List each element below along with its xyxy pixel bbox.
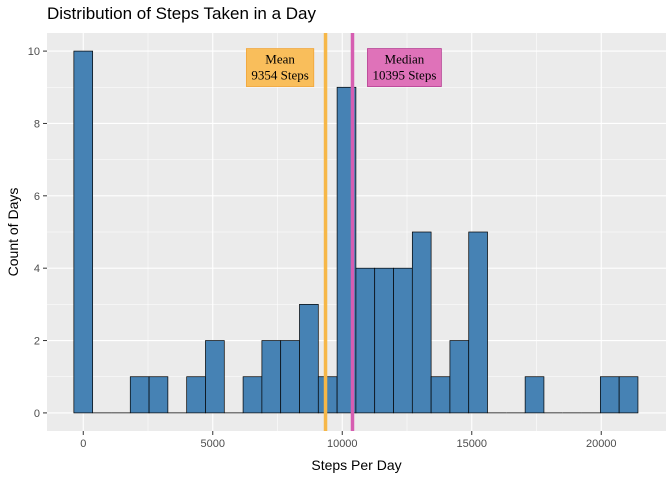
- mean-annotation-value: 9354 Steps: [251, 68, 308, 83]
- x-tick-label: 0: [80, 438, 86, 450]
- y-tick-label: 4: [34, 263, 40, 275]
- mean-annotation-title: Mean: [265, 52, 295, 67]
- y-tick-label: 6: [34, 191, 40, 203]
- histogram-bar: [524, 376, 545, 414]
- histogram-bar: [148, 376, 169, 414]
- histogram-bar: [393, 267, 413, 414]
- reference-lines: [323, 33, 355, 431]
- histogram-bar: [280, 340, 300, 414]
- histogram-bar: [261, 340, 282, 414]
- y-tick-label: 0: [34, 408, 40, 420]
- x-tick-label: 15000: [456, 438, 487, 450]
- y-axis-title: Count of Days: [5, 188, 21, 277]
- histogram-bar: [618, 376, 639, 414]
- histogram-bar: [242, 376, 263, 414]
- x-axis: 0 5000 10000 15000 20000: [80, 431, 617, 450]
- histogram-bar: [317, 376, 338, 414]
- median-annotation-box: [367, 48, 442, 87]
- histogram-bar: [374, 267, 394, 414]
- y-tick-label: 10: [28, 46, 40, 58]
- histogram-bar: [299, 304, 319, 414]
- histogram-bar: [205, 340, 225, 414]
- x-axis-title: Steps Per Day: [311, 457, 401, 473]
- histogram-bar: [599, 376, 620, 414]
- histogram-bar: [355, 267, 376, 414]
- x-tick-label: 20000: [586, 438, 617, 450]
- histogram-bar: [411, 231, 432, 414]
- y-axis: 0 2 4 6 8 10: [28, 46, 47, 420]
- histogram-bar: [449, 340, 470, 414]
- chart-title: Distribution of Steps Taken in a Day: [47, 4, 316, 23]
- median-annotation-title: Median: [385, 52, 425, 67]
- histogram-bar: [73, 50, 94, 414]
- histogram-bar: [129, 376, 150, 414]
- x-tick-label: 10000: [327, 438, 358, 450]
- histogram-bar: [186, 376, 206, 414]
- y-tick-label: 2: [34, 336, 40, 348]
- y-tick-label: 8: [34, 118, 40, 130]
- x-tick-label: 5000: [201, 438, 225, 450]
- mean-annotation-box: [246, 48, 315, 87]
- histogram-bar: [468, 231, 488, 414]
- median-annotation-value: 10395 Steps: [372, 68, 436, 83]
- histogram-bar: [430, 376, 451, 414]
